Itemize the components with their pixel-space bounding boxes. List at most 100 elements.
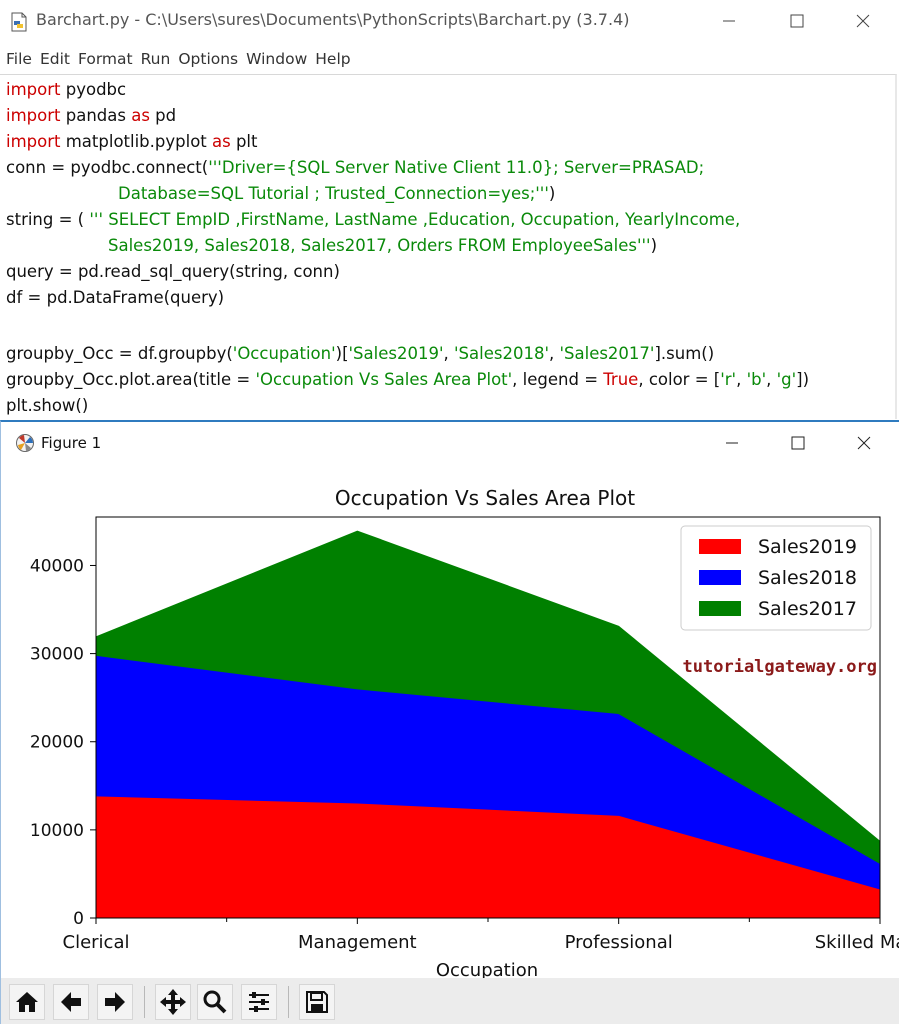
keyword: as	[212, 132, 231, 151]
x-tick-label: Professional	[565, 932, 673, 953]
x-tick-label: Clerical	[63, 932, 130, 953]
close-icon	[856, 14, 870, 28]
code-text: )	[548, 184, 556, 203]
maximize-button[interactable]	[774, 6, 820, 36]
figure-titlebar: Figure 1	[1, 422, 899, 464]
string-literal: '''Driver={SQL Server Native Client 11.0…	[208, 158, 705, 177]
code-line: string = ( ''' SELECT EmpID ,FirstName, …	[6, 207, 740, 233]
save-button[interactable]	[299, 984, 335, 1020]
legend-label: Sales2019	[758, 536, 857, 558]
forward-arrow-icon	[105, 992, 125, 1012]
code-text: conn = pyodbc.connect(	[6, 158, 209, 177]
figure-window: Figure 1 0 10000 20000 30000 40000 Clerical Ma…	[0, 420, 899, 1024]
maximize-icon	[790, 14, 804, 28]
minimize-icon	[723, 20, 735, 22]
editor-menubar: File Edit Format Run Options Window Help	[0, 46, 899, 72]
code-line: plt.show()	[6, 393, 88, 419]
legend-swatch	[699, 539, 741, 554]
editor-titlebar: Barchart.py - C:\Users\sures\Documents\P…	[0, 0, 899, 44]
code-text: matplotlib.pyplot	[60, 132, 212, 151]
code-line: import pandas as pd	[6, 103, 176, 129]
string-literal: 'Occupation'	[232, 344, 336, 363]
matplotlib-icon	[16, 434, 34, 452]
figure-minimize-button[interactable]	[709, 428, 755, 458]
code-line: import matplotlib.pyplot as plt	[6, 129, 258, 155]
code-editor[interactable]: import pyodbc import pandas as pd import…	[0, 74, 897, 419]
menu-edit[interactable]: Edit	[39, 50, 70, 68]
code-line: conn = pyodbc.connect('''Driver={SQL Ser…	[6, 155, 704, 181]
back-arrow-icon	[61, 992, 81, 1012]
menu-file[interactable]: File	[6, 50, 32, 68]
code-line: Database=SQL Tutorial ; Trusted_Connecti…	[118, 181, 555, 207]
x-axis-label: Occupation	[436, 960, 538, 980]
navigation-toolbar	[1, 978, 899, 1024]
code-line: import pyodbc	[6, 77, 126, 103]
toolbar-separator	[144, 986, 145, 1018]
figure-close-button[interactable]	[841, 428, 887, 458]
keyword: import	[6, 132, 61, 151]
menu-run[interactable]: Run	[140, 50, 171, 68]
code-text: ])	[796, 370, 810, 389]
close-icon	[857, 436, 871, 450]
code-line: groupby_Occ = df.groupby('Occupation')[ '…	[6, 341, 714, 367]
pan-icon	[160, 989, 186, 1015]
configure-subplots-button[interactable]	[241, 984, 277, 1020]
chart-title: Occupation Vs Sales Area Plot	[335, 486, 635, 510]
home-button[interactable]	[9, 984, 45, 1020]
string-literal: 'r'	[720, 370, 737, 389]
editor-title: Barchart.py - C:\Users\sures\Documents\P…	[36, 10, 630, 29]
legend-swatch	[699, 601, 741, 616]
menu-format[interactable]: Format	[77, 50, 133, 68]
x-tick-label: Skilled Manual	[815, 932, 899, 953]
keyword: import	[6, 106, 61, 125]
menu-options[interactable]: Options	[178, 50, 239, 68]
forward-button[interactable]	[97, 984, 133, 1020]
legend-label: Sales2017	[758, 598, 857, 620]
legend-swatch	[699, 570, 741, 585]
keyword: as	[131, 106, 150, 125]
string-literal: 'Occupation Vs Sales Area Plot'	[255, 370, 513, 389]
zoom-button[interactable]	[197, 984, 233, 1020]
back-button[interactable]	[53, 984, 89, 1020]
string-literal: 'b'	[746, 370, 767, 389]
maximize-icon	[791, 436, 805, 450]
editor-window: Barchart.py - C:\Users\sures\Documents\P…	[0, 0, 899, 420]
code-text: df = pd.DataFrame(query)	[6, 288, 225, 307]
code-text: string = (	[6, 210, 90, 229]
menu-window[interactable]: Window	[246, 50, 308, 68]
keyword: import	[6, 80, 61, 99]
y-tick-label: 30000	[30, 645, 84, 665]
code-text: groupby_Occ.plot.area(title =	[6, 370, 256, 389]
plot-canvas[interactable]: 0 10000 20000 30000 40000 Clerical Management P…	[1, 464, 899, 980]
menu-help[interactable]: Help	[315, 50, 351, 68]
y-tick-label: 0	[73, 909, 84, 929]
string-literal: Database=SQL Tutorial ; Trusted_Connecti…	[118, 184, 549, 203]
string-literal: 'g'	[776, 370, 797, 389]
code-text: )[	[335, 344, 349, 363]
code-line: df = pd.DataFrame(query)	[6, 285, 224, 311]
python-file-icon	[11, 12, 27, 32]
close-button[interactable]	[840, 6, 886, 36]
string-literal: 'Sales2017'	[559, 344, 655, 363]
string-literal: 'Sales2018'	[454, 344, 549, 363]
code-text: , color = [	[638, 370, 721, 389]
code-text: plt	[230, 132, 258, 151]
code-text: pandas	[60, 106, 132, 125]
code-line: query = pd.read_sql_query(string, conn)	[6, 259, 340, 285]
pan-button[interactable]	[155, 984, 191, 1020]
code-text: ,	[766, 370, 777, 389]
code-text: query = pd.read_sql_query(string, conn)	[6, 262, 340, 281]
code-line: groupby_Occ.plot.area(title = 'Occupatio…	[6, 367, 809, 393]
area-chart: 0 10000 20000 30000 40000 Clerical Management P…	[30, 486, 899, 980]
minimize-icon	[726, 442, 738, 444]
x-tick-label: Management	[298, 932, 417, 953]
figure-maximize-button[interactable]	[775, 428, 821, 458]
code-text: groupby_Occ = df.groupby(	[6, 344, 233, 363]
code-text: ,	[548, 344, 560, 363]
y-tick-label: 10000	[30, 821, 84, 841]
minimize-button[interactable]	[706, 6, 752, 36]
code-text: )	[650, 236, 658, 255]
string-literal: Sales2019, Sales2018, Sales2017, Orders …	[108, 236, 651, 255]
code-text: ].sum()	[654, 344, 715, 363]
toolbar-separator	[288, 986, 289, 1018]
